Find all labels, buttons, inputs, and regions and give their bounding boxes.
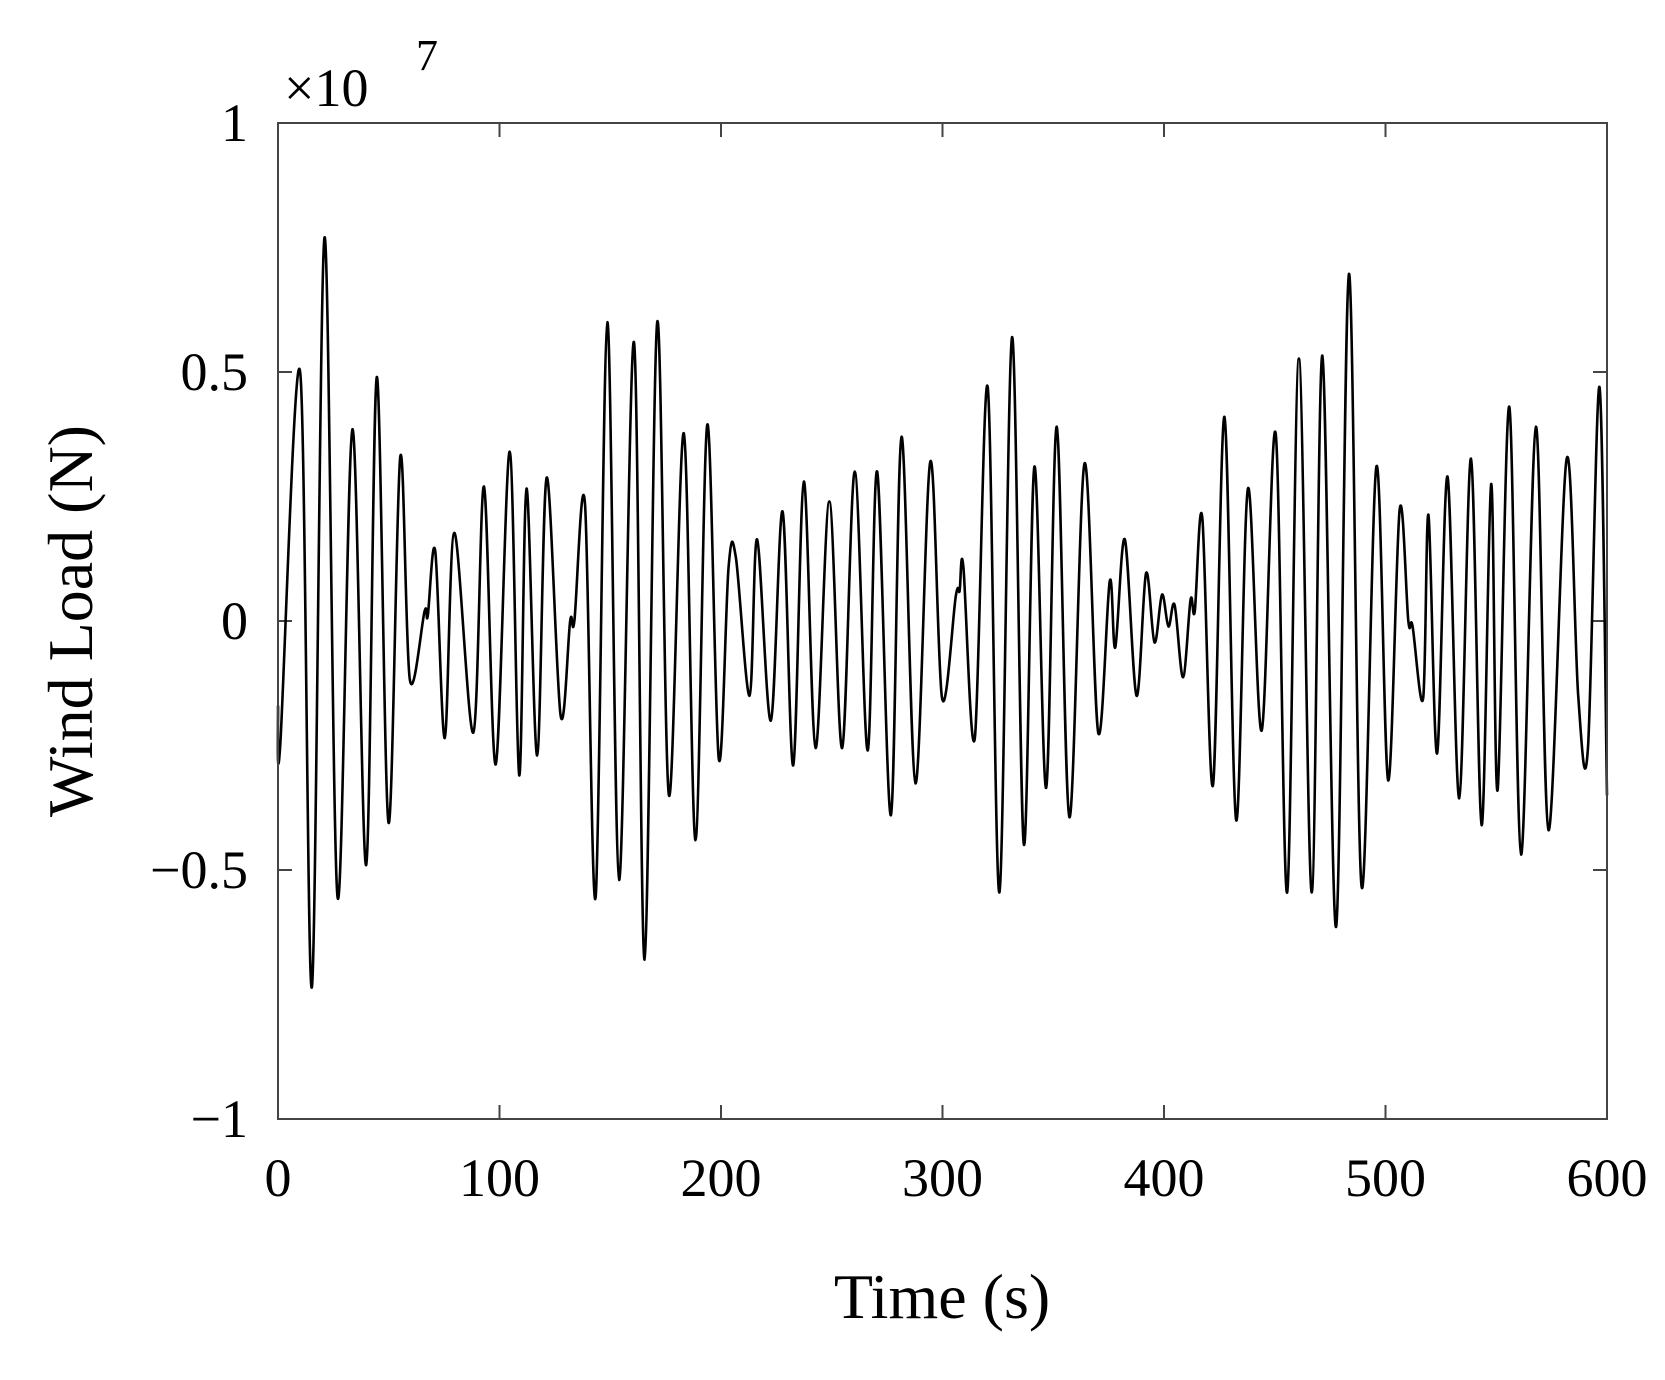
y-multiplier: ×10 xyxy=(284,58,368,118)
y-tick-label: 0.5 xyxy=(181,342,249,402)
x-tick-label: 0 xyxy=(265,1148,292,1208)
x-tick-label: 500 xyxy=(1345,1148,1426,1208)
plot-frame xyxy=(277,122,1608,1120)
line-series xyxy=(276,236,1609,989)
x-tick-label: 200 xyxy=(681,1148,762,1208)
y-axis-label: Wind Load (N) xyxy=(35,425,106,817)
y-tick-label: −0.5 xyxy=(150,840,248,900)
y-tick-label: −1 xyxy=(191,1089,248,1149)
y-tick-label: 1 xyxy=(221,93,248,153)
x-tick-label: 400 xyxy=(1124,1148,1205,1208)
x-tick-label: 300 xyxy=(902,1148,983,1208)
y-multiplier-exponent: 7 xyxy=(416,31,438,80)
x-axis-label: Time (s) xyxy=(834,1261,1050,1332)
x-tick-label: 100 xyxy=(459,1148,540,1208)
y-tick-label: 0 xyxy=(221,591,248,651)
x-tick-label: 600 xyxy=(1567,1148,1648,1208)
